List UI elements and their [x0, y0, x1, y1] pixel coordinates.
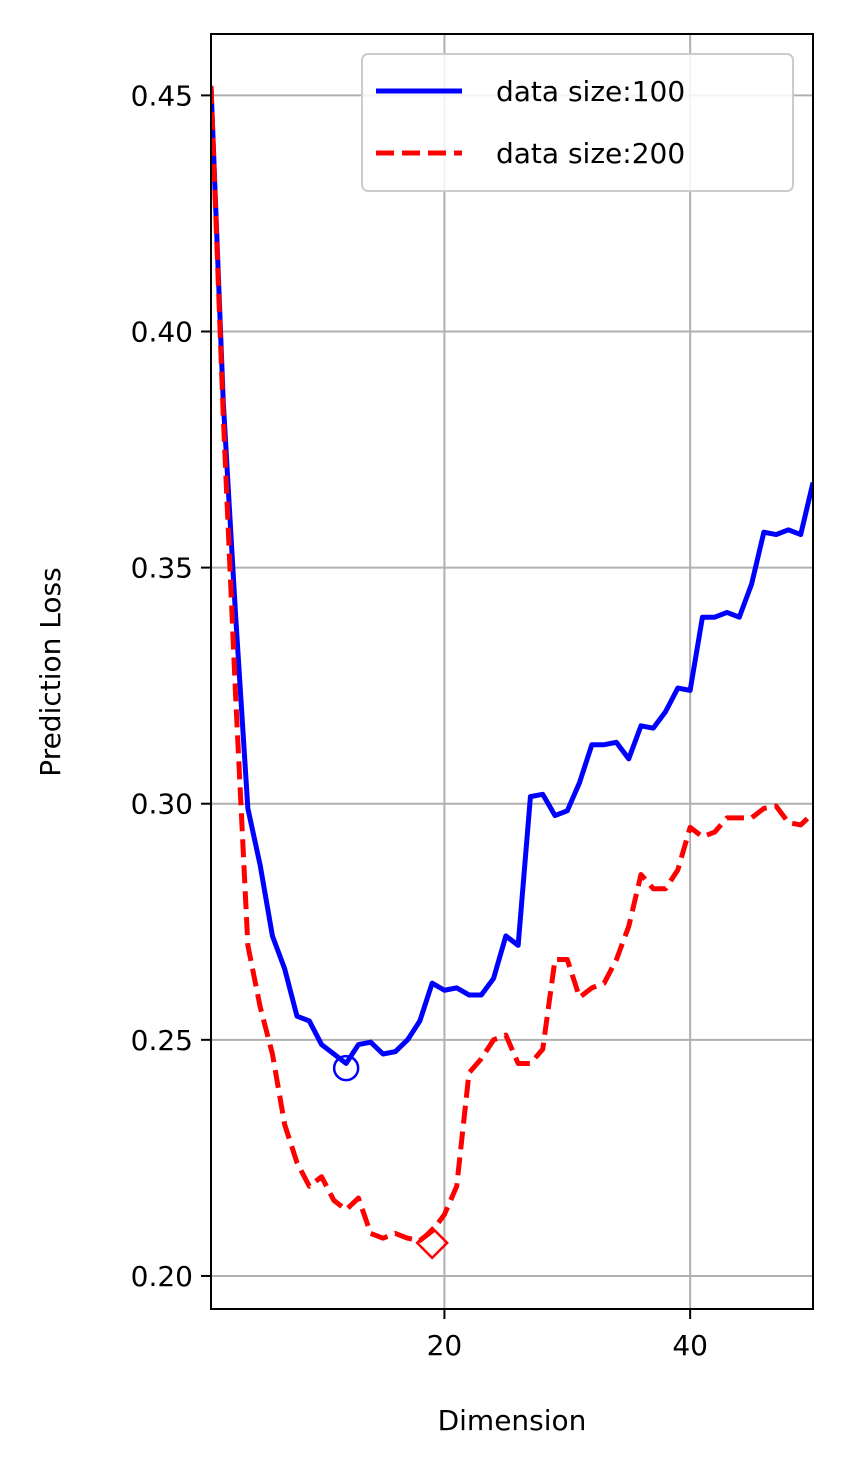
- plot-frame: [210, 33, 814, 1310]
- series-layer: [211, 85, 813, 1260]
- x-axis-label: Dimension: [438, 1404, 587, 1437]
- y-tick-label: 0.25: [131, 1024, 193, 1057]
- axis-ticks: 20 40 0.20 0.25 0.30 0.35 0.40 0.45: [131, 79, 708, 1362]
- x-tick-label: 20: [427, 1329, 463, 1362]
- y-tick-label: 0.30: [131, 788, 193, 821]
- x-tick-label: 40: [672, 1329, 708, 1362]
- series-line-data-size-200: [211, 85, 813, 1244]
- series-line-data-size-100: [211, 85, 813, 1066]
- legend-entry-data-size-200: data size:200: [496, 137, 685, 170]
- y-tick-label: 0.40: [131, 316, 193, 349]
- y-axis-label: Prediction Loss: [34, 567, 67, 776]
- legend: data size:100 data size:200: [361, 53, 794, 192]
- minimum-marker-diamond: [415, 1226, 449, 1260]
- legend-entry-data-size-100: data size:100: [496, 75, 685, 108]
- grid-lines: [211, 34, 813, 1309]
- y-tick-label: 0.35: [131, 552, 193, 585]
- minimum-marker-circle: [332, 1054, 360, 1082]
- y-tick-label: 0.45: [131, 79, 193, 112]
- plot-area-background: [211, 34, 813, 1309]
- y-tick-label: 0.20: [131, 1260, 193, 1293]
- legend-box: [361, 53, 794, 192]
